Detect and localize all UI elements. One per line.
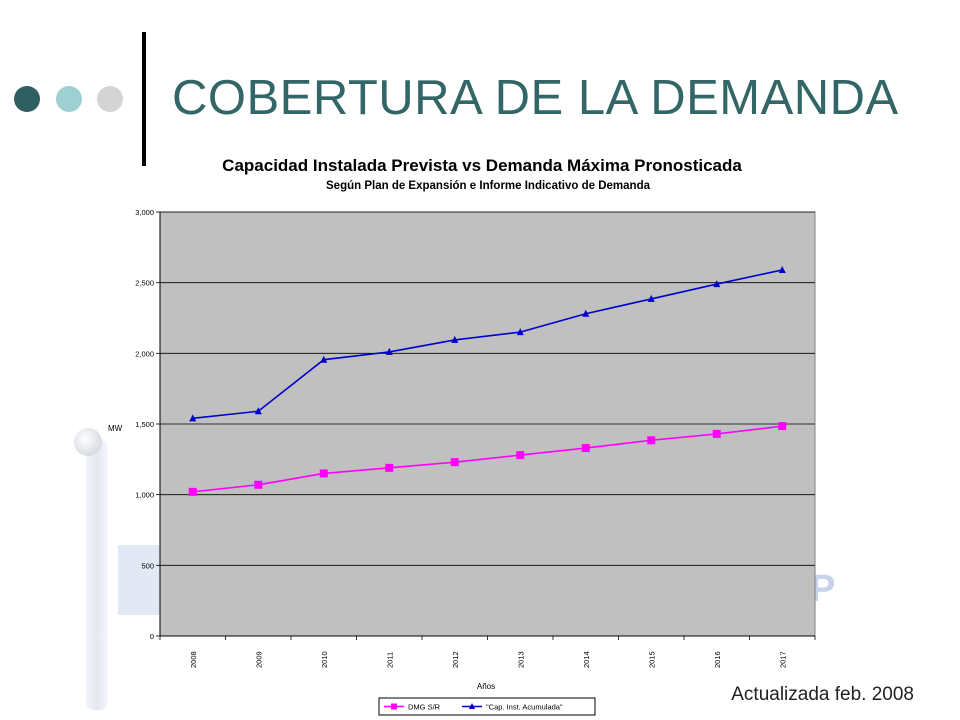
y-tick-label: 1,000 <box>135 491 154 500</box>
gridlines <box>160 211 815 566</box>
y-axis: 0 500 1,000 1,500 2,000 2,500 3,000 <box>135 208 161 641</box>
legend-label: "Cap. Inst. Acumulada" <box>486 703 563 712</box>
watermark-ball <box>74 428 102 456</box>
data-point <box>254 407 262 415</box>
data-point <box>581 444 590 453</box>
header-dot-gray <box>97 86 123 112</box>
series-line <box>192 269 783 420</box>
data-point <box>450 458 459 467</box>
x-tick-label: 2014 <box>582 651 591 668</box>
y-tick-label: 2,000 <box>135 349 154 358</box>
data-point <box>254 480 263 489</box>
data-point <box>385 347 393 355</box>
x-tick-label: 2008 <box>189 651 198 668</box>
watermark-pole <box>86 440 108 710</box>
data-point <box>647 294 655 302</box>
x-tick-label: 2011 <box>385 652 394 668</box>
data-point <box>778 422 787 431</box>
x-tick-label: 2017 <box>778 651 787 668</box>
data-point <box>319 469 328 478</box>
y-tick-label: 0 <box>150 632 154 641</box>
x-axis: 2008 2009 2010 2011 2012 2013 2014 2015 2016 2017 <box>159 635 816 668</box>
series-group <box>188 265 787 496</box>
data-point <box>189 414 197 422</box>
y-tick-label: 500 <box>141 561 154 570</box>
data-point <box>516 328 524 336</box>
legend-label: DMG S/R <box>408 703 441 712</box>
header-divider <box>142 32 146 166</box>
data-point <box>516 451 525 460</box>
header-dot-teal <box>56 86 82 112</box>
slide-title: COBERTURA DE LA DEMANDA <box>172 71 899 125</box>
data-point <box>320 355 328 363</box>
data-point <box>385 463 394 472</box>
x-tick-label: 2013 <box>516 651 525 668</box>
header-dot-dark <box>14 86 40 112</box>
y-tick-label: 1,500 <box>135 420 154 429</box>
data-point <box>712 429 721 438</box>
chart-title: Capacidad Instalada Prevista vs Demanda … <box>222 156 742 175</box>
legend-box <box>378 697 596 716</box>
legend: DMG S/R "Cap. Inst. Acumulada" <box>378 697 596 716</box>
series-line <box>192 425 783 493</box>
data-point <box>451 335 459 343</box>
x-tick-label: 2010 <box>320 651 329 668</box>
legend-swatch-marker <box>391 703 397 710</box>
data-point <box>582 309 590 317</box>
data-point <box>778 265 786 273</box>
y-tick-label: 2,500 <box>135 279 154 288</box>
y-axis-label: MW <box>108 424 123 433</box>
x-tick-label: 2009 <box>254 651 263 668</box>
legend-swatch-marker <box>469 703 475 709</box>
x-tick-label: 2012 <box>451 651 460 668</box>
data-point <box>713 280 721 288</box>
series-demand <box>188 422 787 496</box>
series-capacity <box>189 265 786 422</box>
data-point <box>188 487 197 496</box>
y-tick-label: 3,000 <box>135 208 154 217</box>
update-note: Actualizada feb. 2008 <box>731 684 914 705</box>
x-tick-label: 2016 <box>713 651 722 668</box>
data-point <box>647 436 656 445</box>
x-axis-label: Años <box>477 682 495 691</box>
x-tick-label: 2015 <box>647 651 656 668</box>
chart-subtitle: Según Plan de Expansión e Informe Indica… <box>326 180 650 192</box>
